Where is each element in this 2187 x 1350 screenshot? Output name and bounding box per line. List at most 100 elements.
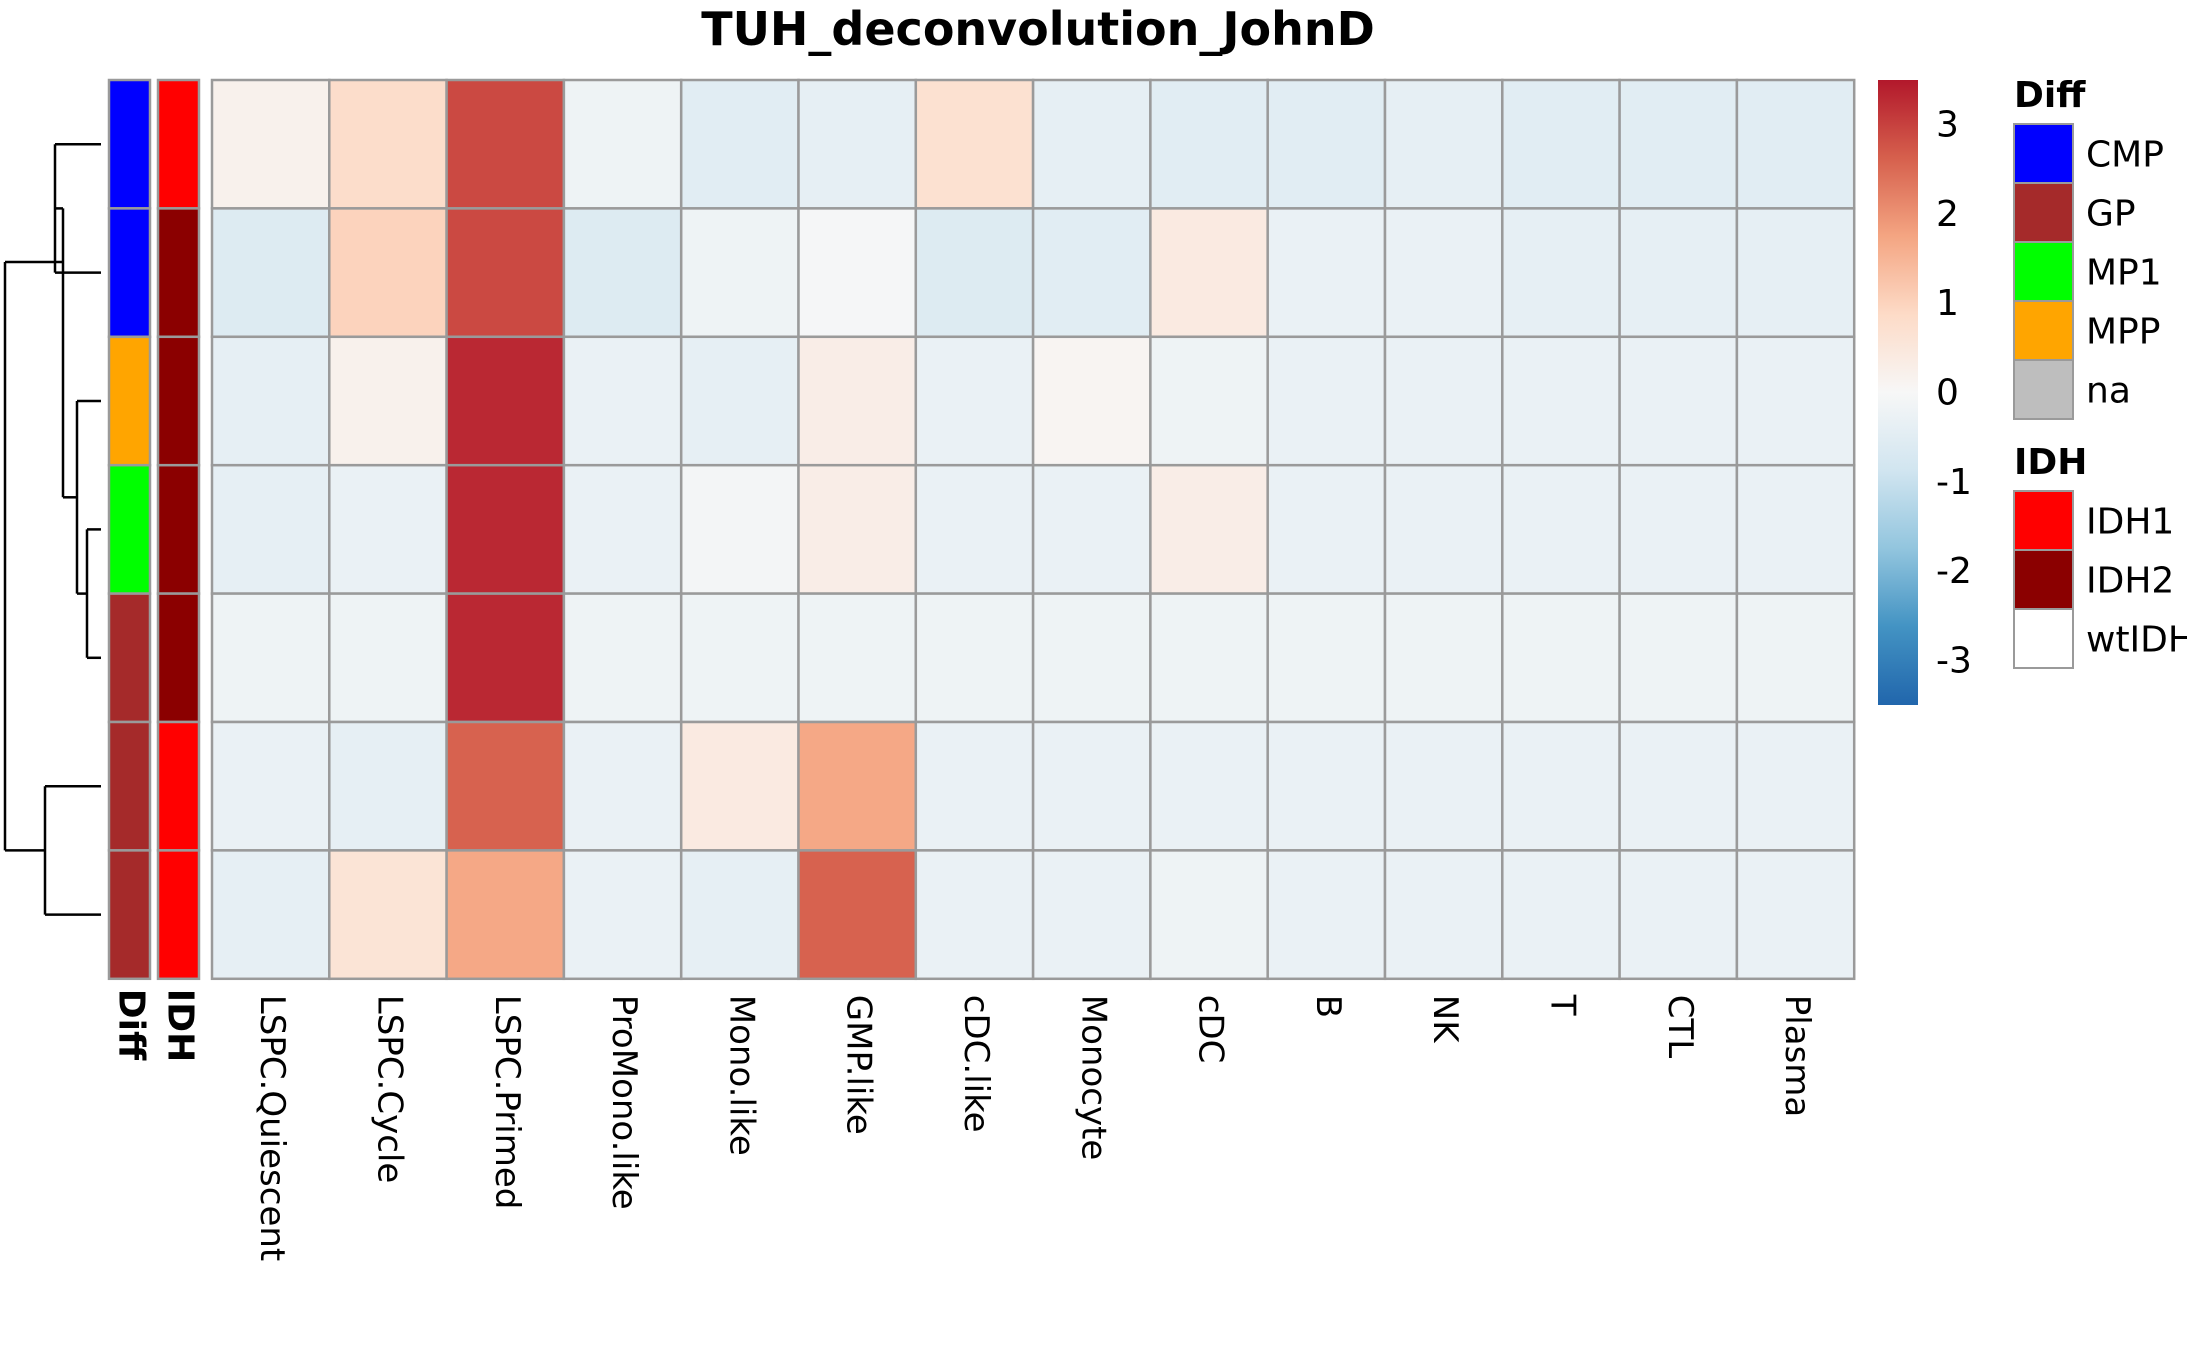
- heatmap-cell: [1149, 720, 1269, 852]
- color-scale-gradient: [1878, 80, 1918, 705]
- column-label: cDC.like: [956, 995, 996, 1133]
- heatmap-cell: [679, 463, 800, 595]
- heatmap-cell: [797, 849, 918, 981]
- heatmap-cell: [562, 592, 683, 724]
- column-label: GMP.like: [839, 995, 879, 1135]
- heatmap-cell: [1383, 849, 1504, 981]
- heatmap-cell: [914, 463, 1035, 595]
- annotation-cell-idh: [156, 720, 201, 852]
- heatmap-cells: [210, 78, 1856, 981]
- heatmap-cell: [328, 463, 448, 595]
- heatmap-cell: [210, 720, 331, 852]
- heatmap-cell: [1618, 720, 1739, 852]
- row-dendrogram: [3, 142, 101, 916]
- annotation-cell-diff: [107, 720, 152, 852]
- heatmap-cell: [1618, 849, 1739, 981]
- chart-title: TUH_deconvolution_JohnD: [701, 2, 1375, 56]
- heatmap-cell: [1383, 207, 1504, 339]
- legend-label: MPP: [2086, 312, 2160, 353]
- heatmap-cell: [1149, 335, 1269, 467]
- heatmap-cell: [914, 78, 1035, 210]
- heatmap-cell: [328, 849, 448, 981]
- column-label: Mono.like: [721, 995, 761, 1156]
- heatmap-cell: [445, 463, 566, 595]
- heatmap-cell: [445, 335, 566, 467]
- color-scale-tick: -2: [1936, 551, 1972, 592]
- heatmap-cell: [1501, 207, 1621, 339]
- annotation-cell-diff: [107, 463, 152, 595]
- heatmap-cell: [210, 78, 331, 210]
- column-label: ProMono.like: [604, 995, 644, 1210]
- annotation-cell-idh: [156, 849, 201, 981]
- heatmap-cell: [1618, 78, 1739, 210]
- heatmap-cell: [1031, 463, 1152, 595]
- heatmap-cell: [445, 592, 566, 724]
- heatmap-cell: [328, 335, 448, 467]
- column-label: cDC: [1191, 995, 1231, 1064]
- heatmap-cell: [914, 207, 1035, 339]
- annotation-cell-diff: [107, 592, 152, 724]
- column-labels: LSPC.Quiescent LSPC.Cycle LSPC.Primed ProMo…: [252, 994, 1817, 1261]
- heatmap-cell: [1735, 592, 1856, 724]
- heatmap-cell: [1735, 720, 1856, 852]
- heatmap-cell: [679, 78, 800, 210]
- annotation-cell-diff: [107, 207, 152, 339]
- column-label: Plasma: [1777, 995, 1817, 1117]
- heatmap-cell: [797, 335, 918, 467]
- legend-swatch: [2013, 549, 2074, 610]
- annotation-cell-idh: [156, 463, 201, 595]
- legend-title: Diff: [2014, 75, 2086, 116]
- heatmap-cell: [797, 720, 918, 852]
- legend-label: CMP: [2086, 135, 2164, 176]
- heatmap-cell: [914, 592, 1035, 724]
- heatmap-cell: [1031, 592, 1152, 724]
- column-label: B: [1308, 995, 1348, 1018]
- legend-swatch: [2013, 300, 2074, 361]
- annotation-cell-diff: [107, 78, 152, 210]
- legend-swatch: [2013, 241, 2074, 302]
- heatmap-cell: [210, 335, 331, 467]
- column-label: NK: [1425, 995, 1465, 1044]
- heatmap-cell: [679, 207, 800, 339]
- color-scale-bar: 3 2 1 0 -1 -2 -3: [1878, 80, 1972, 705]
- heatmap-cell: [1735, 849, 1856, 981]
- heatmap-cell: [445, 78, 566, 210]
- heatmap-cell: [1383, 592, 1504, 724]
- heatmap-cell: [1266, 720, 1387, 852]
- heatmap-cell: [1618, 592, 1739, 724]
- heatmap-cell: [1266, 592, 1387, 724]
- heatmap-cell: [914, 335, 1035, 467]
- heatmap-cell: [1501, 335, 1621, 467]
- color-scale-tick: -1: [1936, 462, 1972, 503]
- heatmap-cell: [1383, 720, 1504, 852]
- heatmap-cell: [679, 720, 800, 852]
- heatmap-cell: [1618, 207, 1739, 339]
- legend-label: IDH2: [2086, 561, 2174, 602]
- color-scale-tick: 0: [1936, 373, 1959, 414]
- column-label: LSPC.Cycle: [369, 995, 409, 1184]
- heatmap-cell: [1266, 463, 1387, 595]
- heatmap-cell: [210, 849, 331, 981]
- annotation-cell-idh: [156, 78, 201, 210]
- heatmap-cell: [797, 78, 918, 210]
- heatmap-cell: [210, 592, 331, 724]
- legend-label: wtIDH: [2086, 620, 2187, 661]
- annotation-cell-diff: [107, 335, 152, 467]
- column-label: T: [1542, 994, 1582, 1016]
- annotation-cell-idh: [156, 592, 201, 724]
- heatmap-cell: [445, 849, 566, 981]
- heatmap-cell: [1383, 463, 1504, 595]
- heatmap-cell: [1031, 849, 1152, 981]
- heatmap-cell: [1618, 335, 1739, 467]
- heatmap-cell: [210, 207, 331, 339]
- heatmap-cell: [1266, 335, 1387, 467]
- heatmap-cell: [797, 207, 918, 339]
- heatmap-cell: [1735, 207, 1856, 339]
- heatmap-cell: [1501, 849, 1621, 981]
- heatmap-cell: [1149, 592, 1269, 724]
- color-scale-tick: -3: [1936, 640, 1972, 681]
- column-label: LSPC.Primed: [487, 995, 527, 1210]
- heatmap-cell: [1266, 849, 1387, 981]
